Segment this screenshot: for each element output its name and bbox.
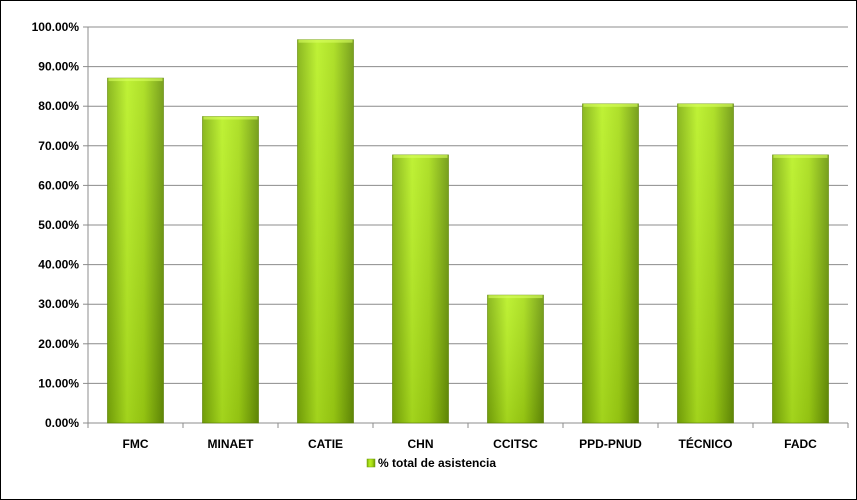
bar-catie: [297, 39, 354, 424]
legend-label: % total de asistencia: [378, 456, 496, 470]
x-tick-label: CHN: [408, 437, 434, 451]
y-tick-label: 80.00%: [38, 99, 79, 113]
y-tick-label: 40.00%: [38, 258, 79, 272]
bar-minaet: [202, 116, 259, 424]
x-tick-label: MINAET: [208, 437, 255, 451]
y-tick-label: 100.00%: [32, 20, 80, 34]
y-tick-label: 0.00%: [45, 416, 79, 430]
y-tick-label: 60.00%: [38, 178, 79, 192]
gridlines: [88, 26, 848, 384]
y-tick-label: 10.00%: [38, 376, 79, 390]
x-tick-label: PPD-PNUD: [579, 437, 642, 451]
y-tick-label: 20.00%: [38, 337, 79, 351]
bars: [107, 39, 829, 424]
x-tick-label: TÉCNICO: [679, 436, 733, 451]
y-tick-label: 30.00%: [38, 297, 79, 311]
bar-fmc: [107, 77, 164, 424]
x-tick-label: CCITSC: [493, 437, 538, 451]
legend: % total de asistencia: [366, 456, 496, 470]
bar-ccitsc: [487, 294, 544, 424]
x-tick-label: FMC: [123, 437, 149, 451]
bar-técnico: [677, 103, 734, 424]
bar-fadc: [772, 154, 829, 424]
x-tick-label: FADC: [784, 437, 817, 451]
tick-labels: 0.00% 10.00% 20.00% 30.00% 40.00% 50.00% 60.00…: [32, 20, 818, 451]
y-tick-label: 50.00%: [38, 218, 79, 232]
x-tick-label: CATIE: [308, 437, 343, 451]
bar-chn: [392, 154, 449, 424]
bar-ppd-pnud: [582, 103, 639, 424]
y-tick-label: 70.00%: [38, 139, 79, 153]
y-tick-label: 90.00%: [38, 60, 79, 74]
legend-swatch: [366, 458, 376, 468]
